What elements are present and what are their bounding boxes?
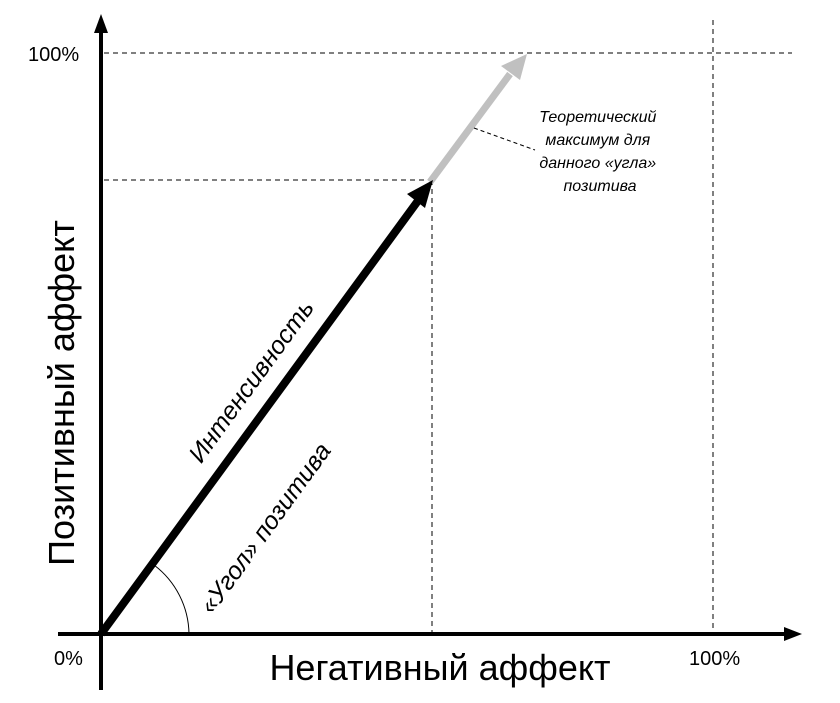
x-axis-arrowhead: [784, 627, 802, 641]
angle-label: «Угол» позитива: [194, 438, 336, 619]
annotation-leader-line: [473, 127, 536, 151]
annotation-line: позитива: [564, 178, 637, 195]
y-axis-arrowhead: [94, 14, 108, 33]
theoretical-max-arrow-shaft: [427, 71, 513, 185]
annotation-line: Теоретический: [539, 109, 656, 126]
angle-arc: [153, 564, 190, 635]
theoretical-max-arrowhead: [501, 54, 527, 80]
intensity-label: Интенсивность: [183, 295, 320, 468]
theoretical-max-annotation: Теоретический максимум для данного «угла…: [539, 109, 661, 195]
x-max-label: 100%: [689, 648, 740, 670]
y-max-label: 100%: [28, 44, 79, 66]
intensity-arrowhead: [407, 180, 433, 208]
intensity-arrow-shaft: [97, 195, 424, 637]
annotation-line: максимум для: [545, 132, 650, 149]
annotation-line: данного «угла»: [539, 155, 656, 172]
y-axis-title: Позитивный аффект: [41, 220, 82, 566]
origin-label: 0%: [54, 648, 83, 670]
x-axis-title: Негативный аффект: [269, 647, 610, 688]
